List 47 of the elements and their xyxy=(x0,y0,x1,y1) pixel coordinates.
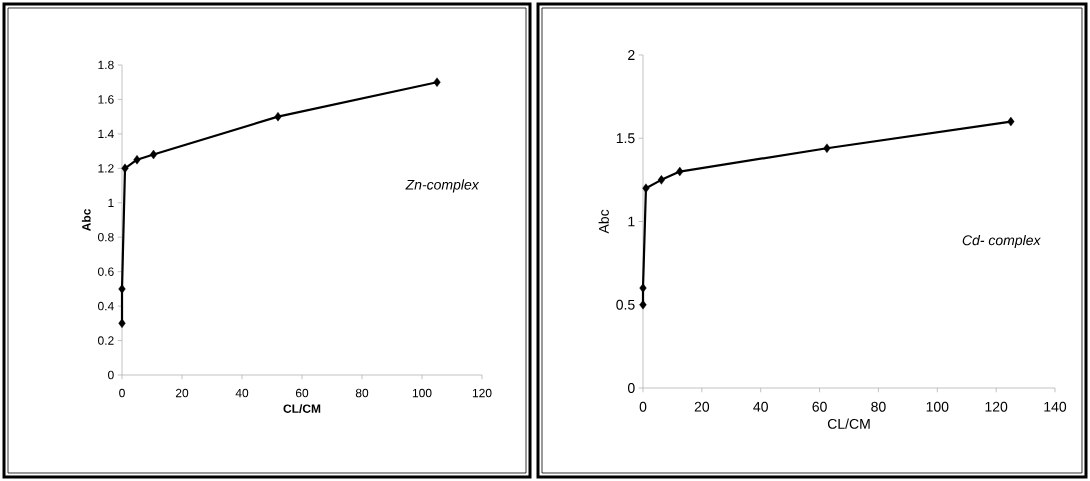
x-tick-label: 0 xyxy=(639,401,647,412)
y-axis-title: Abc xyxy=(598,209,609,234)
y-tick-label: 2 xyxy=(628,50,635,60)
x-tick-label: 60 xyxy=(812,401,827,412)
y-tick-label: 0.6 xyxy=(98,267,114,276)
y-tick-label: 0.5 xyxy=(616,299,635,310)
x-tick-label: 80 xyxy=(355,388,369,398)
x-tick-label: 60 xyxy=(295,388,309,398)
point xyxy=(118,284,126,294)
x-tick-label: 120 xyxy=(472,388,492,398)
point xyxy=(149,149,158,160)
point xyxy=(639,283,647,293)
point xyxy=(133,155,141,165)
point xyxy=(274,111,282,122)
y-tick-label: 0.4 xyxy=(98,301,114,311)
y-tick-label: 1 xyxy=(628,216,635,227)
y-tick-label: 1.2 xyxy=(98,164,114,173)
y-tick-label: 0.8 xyxy=(98,232,114,242)
y-axis-title: Abc xyxy=(81,209,91,232)
y-tick-label: 1.8 xyxy=(98,60,114,70)
point xyxy=(642,183,650,193)
x-tick-label: 0 xyxy=(119,388,125,398)
x-axis-title: CL/CM xyxy=(283,404,321,414)
x-tick-label: 40 xyxy=(753,401,768,412)
x-tick-label: 140 xyxy=(1044,401,1067,412)
y-tick-label: 0 xyxy=(108,370,114,380)
x-tick-label: 80 xyxy=(871,401,886,412)
point xyxy=(639,300,647,310)
y-tick-label: 1.4 xyxy=(98,129,114,139)
point xyxy=(1007,116,1015,127)
y-tick-label: 1.6 xyxy=(98,95,114,104)
x-axis-title: CL/CM xyxy=(827,418,870,429)
x-tick-label: 100 xyxy=(412,388,432,398)
y-tick-label: 1.5 xyxy=(616,133,635,144)
y-tick-label: 0.2 xyxy=(98,336,114,345)
point xyxy=(433,77,441,87)
annotation: Zn-complex xyxy=(405,179,480,193)
annotation: Cd- complex xyxy=(962,234,1041,248)
x-tick-label: 20 xyxy=(175,388,189,398)
y-tick-label: 1 xyxy=(108,198,114,207)
x-tick-label: 100 xyxy=(926,401,949,412)
point xyxy=(676,166,684,177)
x-tick-label: 40 xyxy=(235,388,249,398)
point xyxy=(823,143,831,153)
x-tick-label: 120 xyxy=(985,401,1008,412)
x-tick-label: 20 xyxy=(694,401,710,412)
point xyxy=(657,175,665,185)
